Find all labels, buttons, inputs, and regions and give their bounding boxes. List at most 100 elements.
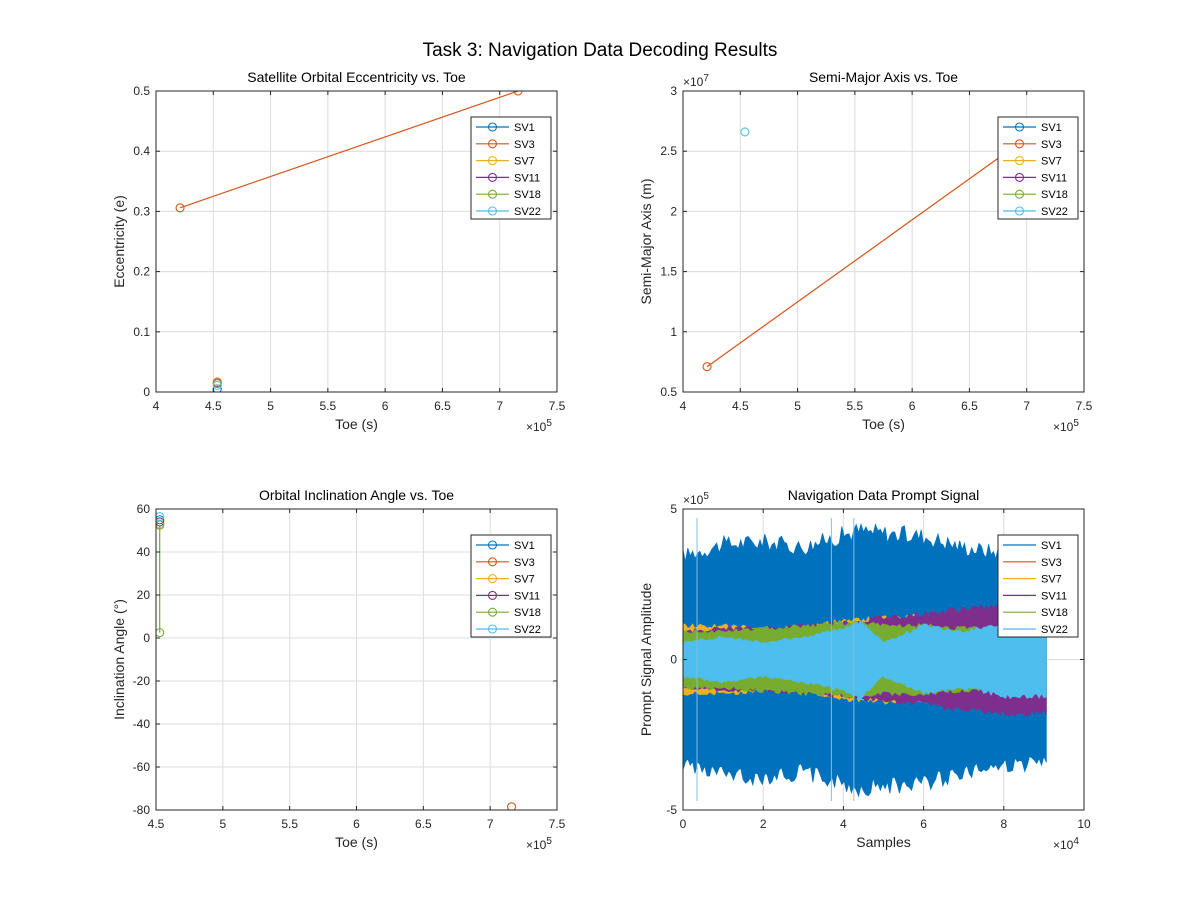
p0-legend-marker-sv1 bbox=[487, 122, 498, 132]
p3-xtick-label-1: 2 bbox=[760, 817, 767, 831]
p0-xtick-label-0: 4 bbox=[153, 399, 160, 413]
p2-ytick-label-0: -80 bbox=[133, 803, 151, 817]
p3-legend-label-sv1: SV1 bbox=[1041, 540, 1062, 552]
p1-legend-label-sv11: SV11 bbox=[1041, 172, 1067, 184]
p1-legend-label-sv7: SV7 bbox=[1041, 156, 1062, 168]
p1-xtick-label-1: 4.5 bbox=[732, 399, 749, 413]
p1-legend: SV1 SV3 SV7 SV11 SV18 SV22 bbox=[997, 116, 1079, 220]
p1-axes-box bbox=[682, 90, 1085, 393]
p3-legend-label-sv18: SV18 bbox=[1041, 607, 1068, 619]
p3-xtick-label-5: 10 bbox=[1077, 817, 1091, 831]
p3-legend-entry-sv18: SV18 bbox=[1003, 607, 1068, 619]
p1-xtick-label-0: 4 bbox=[680, 399, 687, 413]
p2-series-sv22 bbox=[156, 511, 165, 522]
p2-ytick-label-6: 40 bbox=[137, 545, 151, 559]
p2-legend-entry-sv22: SV22 bbox=[476, 624, 541, 636]
p0-legend-label-sv7: SV7 bbox=[514, 156, 535, 168]
p1-ytick-label-5: 3 bbox=[670, 84, 677, 98]
p1-legend-marker-sv18 bbox=[1014, 189, 1025, 199]
panel-1: 4 4.5 5 5.5 6 6.5 7 7.5 0 0.1 0.2 0.3 0.4 0.5 ×105 Sate… bbox=[111, 69, 566, 434]
p0-x-multiplier: ×105 bbox=[526, 418, 552, 434]
p1-series-sv22 bbox=[740, 127, 750, 137]
p0-legend-marker-sv18 bbox=[487, 189, 498, 199]
p1-title: Semi-Major Axis vs. Toe bbox=[809, 69, 958, 85]
p1-legend-entry-sv18: SV18 bbox=[1003, 189, 1068, 201]
p3-x-multiplier: ×104 bbox=[1053, 836, 1079, 852]
p2-legend-marker-sv1 bbox=[487, 540, 498, 550]
p2-xtick-label-0: 4.5 bbox=[148, 817, 165, 831]
p0-ytick-label-0: 0 bbox=[143, 385, 150, 399]
p0-xtick-label-7: 7.5 bbox=[549, 399, 566, 413]
panel-2: 4 4.5 5 5.5 6 6.5 7 7.5 0.5 1 1.5 2 2.5 3 ×105 ×107 Semi… bbox=[638, 69, 1093, 434]
p2-series-sv18-point-0 bbox=[156, 520, 165, 530]
p0-xtick-label-6: 7 bbox=[496, 399, 503, 413]
p2-xlabel: Toe (s) bbox=[335, 834, 378, 850]
p2-legend-marker-sv3 bbox=[487, 557, 498, 567]
p0-series-sv3 bbox=[175, 91, 523, 213]
p2-x-multiplier: ×105 bbox=[526, 836, 552, 852]
p1-legend-marker-sv3 bbox=[1014, 139, 1025, 149]
p3-y-multiplier: ×105 bbox=[683, 491, 709, 507]
p3-legend-entry-sv22: SV22 bbox=[1003, 624, 1068, 636]
p0-series-sv3-point-0 bbox=[175, 203, 185, 213]
p1-legend-label-sv1: SV1 bbox=[1041, 122, 1062, 134]
p1-legend-marker-sv1 bbox=[1014, 122, 1025, 132]
p0-xtick-label-2: 5 bbox=[267, 399, 274, 413]
p1-legend-label-sv3: SV3 bbox=[1041, 139, 1062, 151]
p2-legend-label-sv1: SV1 bbox=[514, 540, 535, 552]
p2-xtick-label-2: 5.5 bbox=[281, 817, 298, 831]
p1-legend-marker-sv7 bbox=[1014, 156, 1025, 166]
p1-xtick-label-4: 6 bbox=[909, 399, 916, 413]
p0-title: Satellite Orbital Eccentricity vs. Toe bbox=[247, 69, 466, 85]
p3-legend-label-sv3: SV3 bbox=[1041, 557, 1062, 569]
p2-legend-label-sv11: SV11 bbox=[514, 590, 540, 602]
p3-legend-label-sv22: SV22 bbox=[1041, 624, 1068, 636]
p3-xtick-label-0: 0 bbox=[680, 817, 687, 831]
p0-ytick-label-5: 0.5 bbox=[133, 84, 150, 98]
p0-legend-entry-sv1: SV1 bbox=[476, 122, 535, 134]
p2-legend-marker-sv7 bbox=[487, 574, 498, 584]
p0-series-sv22-point-0 bbox=[212, 380, 222, 390]
p2-legend-entry-sv18: SV18 bbox=[476, 607, 541, 619]
p1-ylabel: Semi-Major Axis (m) bbox=[638, 178, 654, 304]
p0-legend-entry-sv22: SV22 bbox=[476, 206, 541, 218]
p3-series-sv22 bbox=[683, 620, 1047, 700]
p0-legend-label-sv11: SV11 bbox=[514, 172, 540, 184]
p0-xtick-label-1: 4.5 bbox=[205, 399, 222, 413]
p1-x-multiplier: ×105 bbox=[1053, 418, 1079, 434]
p2-series-sv18-point-1 bbox=[156, 628, 165, 638]
p0-xtick-label-4: 6 bbox=[382, 399, 389, 413]
p0-xtick-label-3: 5.5 bbox=[320, 399, 337, 413]
p0-axes-box bbox=[155, 90, 558, 393]
p3-plot-area bbox=[683, 518, 1047, 801]
p2-series-sv3-point-0 bbox=[507, 802, 517, 810]
p0-legend-entry-sv18: SV18 bbox=[476, 189, 541, 201]
p2-legend-box bbox=[470, 534, 552, 638]
p3-ytick-label-0: -5 bbox=[666, 803, 677, 817]
p3-series-sv22-band bbox=[683, 620, 1047, 700]
p1-xtick-label-7: 7.5 bbox=[1076, 399, 1093, 413]
p2-legend-entry-sv1: SV1 bbox=[476, 540, 535, 552]
p0-legend-entry-sv3: SV3 bbox=[476, 139, 535, 151]
p2-legend-label-sv3: SV3 bbox=[514, 557, 535, 569]
p2-legend-label-sv22: SV22 bbox=[514, 624, 541, 636]
p2-legend-label-sv7: SV7 bbox=[514, 574, 535, 586]
p2-xtick-label-5: 7 bbox=[487, 817, 494, 831]
p2-series-sv3 bbox=[507, 802, 517, 810]
p2-legend-marker-sv18 bbox=[487, 607, 498, 617]
p1-legend-box bbox=[997, 116, 1079, 220]
p3-xtick-label-3: 6 bbox=[920, 817, 927, 831]
p0-xlabel: Toe (s) bbox=[335, 416, 378, 432]
p0-legend-label-sv3: SV3 bbox=[514, 139, 535, 151]
p3-xlabel: Samples bbox=[856, 834, 910, 850]
p0-legend-label-sv22: SV22 bbox=[514, 206, 541, 218]
p1-xlabel: Toe (s) bbox=[862, 416, 905, 432]
p0-ytick-label-4: 0.4 bbox=[133, 144, 150, 158]
p0-plot-area bbox=[175, 91, 523, 392]
p3-legend-entry-sv3: SV3 bbox=[1003, 557, 1062, 569]
p2-legend: SV1 SV3 SV7 SV11 SV18 SV22 bbox=[470, 534, 552, 638]
p1-xtick-label-5: 6.5 bbox=[961, 399, 978, 413]
p1-series-sv3-line bbox=[706, 124, 1046, 368]
p3-xtick-label-4: 8 bbox=[1000, 817, 1007, 831]
p0-series-sv3-line bbox=[179, 91, 519, 209]
